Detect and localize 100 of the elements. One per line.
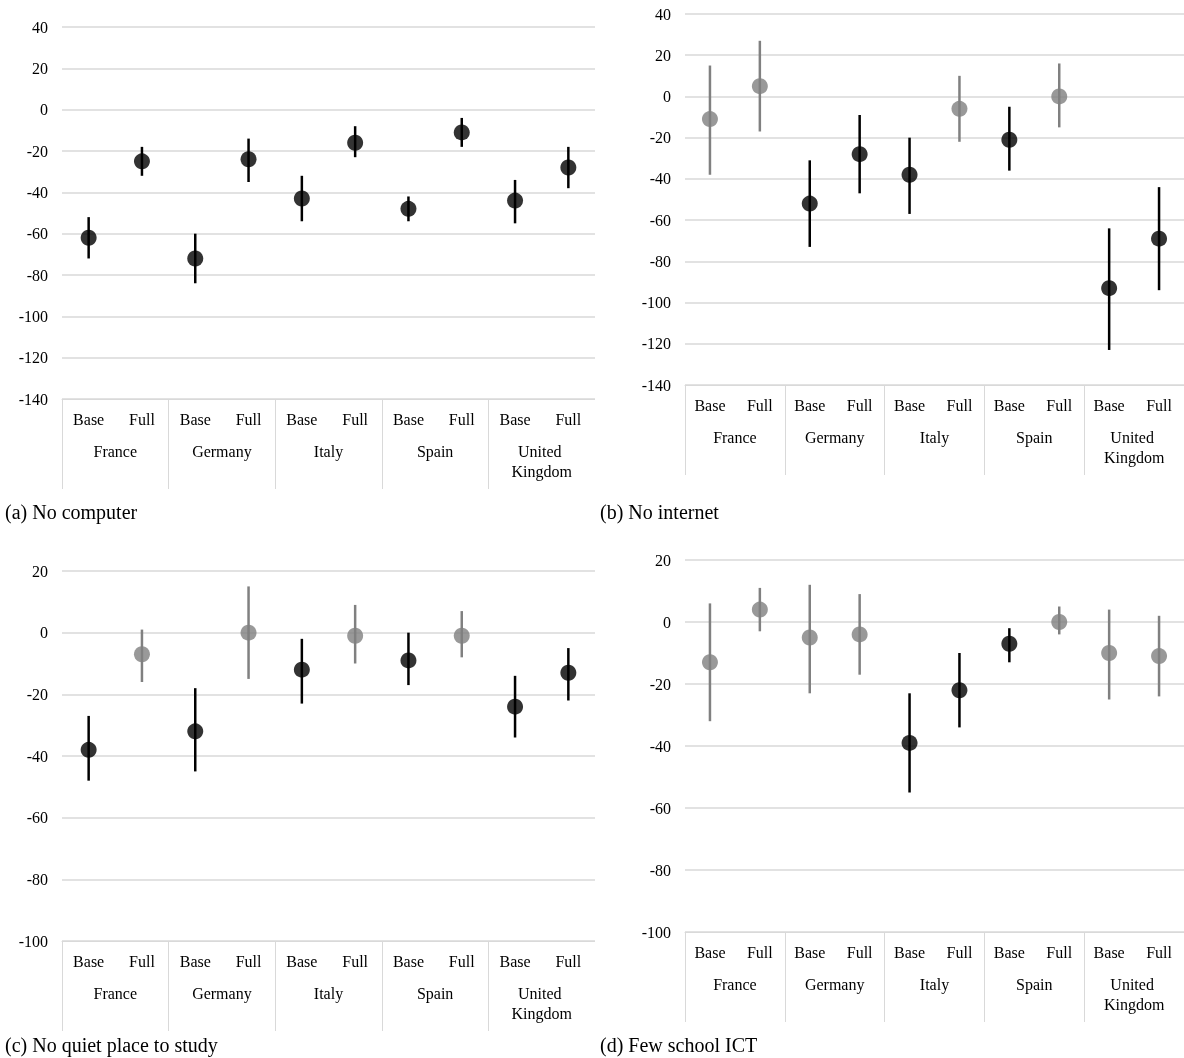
y-tick-label: -80 — [26, 266, 48, 284]
y-tick-label: -80 — [649, 252, 671, 270]
x-tick-label: Full — [946, 943, 973, 961]
point — [560, 664, 577, 681]
x-tick-label: Base — [894, 943, 926, 961]
x-tick-label: Full — [129, 410, 156, 428]
x-tick-label: Full — [235, 952, 262, 970]
point — [1151, 230, 1168, 247]
x-tick-label: Full — [555, 410, 582, 428]
y-tick-label: 0 — [663, 87, 671, 105]
point — [1051, 614, 1068, 630]
point — [1051, 88, 1068, 105]
y-tick-label: -60 — [649, 799, 671, 817]
point — [453, 124, 470, 141]
y-tick-label: -40 — [649, 737, 671, 755]
y-tick-label: 0 — [40, 624, 48, 642]
y-tick-label: -80 — [26, 870, 48, 888]
text: Germany — [804, 975, 865, 994]
y-tick-label: -40 — [26, 183, 48, 201]
y-tick-label: -100 — [18, 307, 48, 325]
text: France — [93, 984, 138, 1002]
point — [801, 629, 818, 646]
point — [801, 195, 818, 212]
x-tick-label: Full — [342, 410, 369, 428]
text: France — [713, 975, 757, 993]
y-tick-label: -20 — [649, 675, 671, 693]
y-tick-label: 20 — [655, 46, 671, 64]
point — [240, 624, 257, 641]
point — [507, 192, 524, 209]
x-tick-label: Full — [342, 952, 369, 970]
point — [347, 134, 364, 151]
x-tick-label: Full — [746, 396, 774, 414]
y-tick-label: -20 — [26, 142, 48, 160]
text: Spain — [416, 442, 454, 461]
x-tick-label: Base — [73, 952, 105, 970]
x-tick-label: Base — [993, 943, 1025, 961]
text: United Kingdom — [511, 984, 573, 1023]
y-tick-label: -40 — [649, 170, 671, 188]
x-tick-label: Base — [499, 952, 531, 970]
x-tick-label: Base — [794, 943, 826, 961]
y-tick-label: -100 — [641, 923, 671, 941]
y-tick-label: 0 — [40, 101, 48, 119]
x-tick-label: Full — [1146, 943, 1173, 961]
y-tick-label: -120 — [641, 335, 671, 353]
text: Spain — [1016, 428, 1053, 447]
point — [507, 698, 524, 715]
x-tick-label: Base — [392, 410, 424, 428]
y-tick-label: -120 — [18, 349, 48, 367]
x-tick-label: Full — [129, 952, 156, 970]
text: (c) No quiet place to study — [5, 1034, 218, 1057]
text: Germany — [192, 442, 252, 461]
text: (d) Few school ICT — [600, 1034, 758, 1057]
y-tick-label: -60 — [26, 225, 48, 243]
y-tick-label: -80 — [649, 861, 671, 879]
point — [187, 723, 204, 740]
point — [751, 78, 768, 95]
point — [1101, 645, 1118, 661]
text: United Kingdom — [511, 442, 573, 481]
text: Italy — [313, 442, 344, 461]
x-tick-label: Base — [993, 396, 1025, 414]
point — [80, 741, 97, 758]
x-tick-label: Full — [846, 943, 874, 961]
text: Spain — [1016, 975, 1053, 994]
point — [851, 146, 868, 163]
y-tick-label: -20 — [649, 129, 671, 147]
x-tick-label: Base — [179, 410, 211, 428]
text: (a) No computer — [5, 501, 138, 524]
x-tick-label: Full — [1046, 943, 1073, 961]
point — [1101, 280, 1118, 297]
point — [701, 111, 718, 128]
y-tick-label: -40 — [26, 747, 48, 765]
x-tick-label: Full — [1146, 396, 1173, 414]
x-tick-label: Base — [694, 396, 726, 414]
point — [453, 627, 470, 644]
x-tick-label: Full — [946, 396, 973, 414]
y-tick-label: -140 — [18, 390, 48, 408]
text: United Kingdom — [1103, 975, 1165, 1014]
y-tick-label: 20 — [655, 551, 671, 569]
point — [400, 652, 417, 669]
point — [80, 229, 97, 246]
x-tick-label: Base — [499, 410, 531, 428]
text: Italy — [919, 428, 950, 447]
y-tick-label: -100 — [18, 932, 48, 950]
x-tick-label: Full — [1046, 396, 1073, 414]
x-tick-label: Full — [448, 410, 476, 428]
point — [1001, 131, 1018, 148]
point — [901, 166, 918, 183]
x-tick-label: Base — [1093, 943, 1125, 961]
text: France — [713, 428, 757, 446]
point — [240, 151, 257, 168]
y-tick-label: -20 — [26, 685, 48, 703]
text: Italy — [919, 975, 950, 994]
point — [751, 601, 768, 618]
x-tick-label: Base — [179, 952, 211, 970]
x-tick-label: Base — [73, 410, 105, 428]
text: United Kingdom — [1103, 428, 1165, 467]
x-tick-label: Full — [448, 952, 476, 970]
y-tick-label: 20 — [32, 59, 48, 77]
point — [851, 626, 868, 643]
text: Italy — [313, 984, 344, 1003]
